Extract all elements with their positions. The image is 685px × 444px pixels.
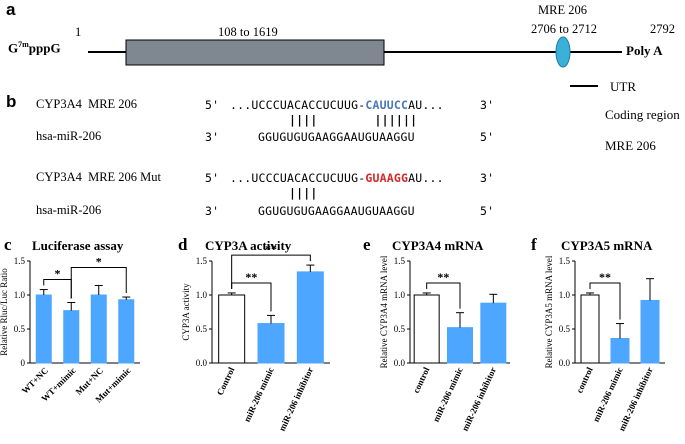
row-mir2-3end: 3': [205, 204, 220, 218]
y-tick-label: 0.5: [394, 324, 406, 334]
x-tick-label: control: [411, 365, 432, 394]
bar: [610, 338, 630, 364]
significance-label: *: [96, 255, 102, 269]
legend-coding-label: Coding region: [605, 107, 680, 122]
y-tick-label: 1.5: [196, 256, 208, 266]
x-tick-label: miR-206 mimic: [431, 366, 465, 424]
panel-e-label: e: [363, 235, 371, 254]
bar: [580, 294, 600, 364]
y-tick-label: 1.0: [14, 290, 26, 300]
x-tick-label: miR-206 inhibitor: [460, 366, 498, 433]
gene-map: [88, 36, 622, 87]
chart-title: CYP3A5 mRNA: [561, 238, 653, 253]
bar: [640, 299, 660, 364]
y-axis-label: Relative CYP3A5 mRNA level: [544, 255, 554, 368]
panel-a-label: a: [6, 0, 16, 19]
significance-label: **: [599, 270, 611, 284]
panel-c-label: c: [4, 235, 12, 254]
row-wt-5end: 5': [205, 98, 220, 112]
row-wt-name: CYP3A4 MRE 206: [36, 97, 138, 111]
bar: [413, 294, 440, 364]
significance-bracket: [589, 282, 621, 320]
row-mut-name: CYP3A4 MRE 206 Mut: [36, 170, 162, 184]
significance-bracket: [231, 254, 311, 289]
mre-name: MRE 206: [538, 3, 587, 17]
bar: [90, 294, 107, 364]
x-tick-label: miR-206 mimic: [242, 366, 276, 424]
poly-a-tail: Poly A: [626, 43, 663, 58]
bar: [447, 327, 473, 364]
significance-bracket: [70, 267, 127, 299]
position-end: 2792: [650, 22, 675, 36]
x-tick-label: control: [574, 365, 595, 394]
x-tick-label: Control: [215, 365, 237, 397]
chart-e: e CYP3A4 mRNA 0.0 0.5 1.0 1.5 Relative CYP3A4 …: [363, 235, 510, 433]
y-tick-label: 0.5: [14, 324, 26, 334]
y-axis-label: Relative CYP3A4 mRNA level: [379, 255, 389, 368]
legend-utr-label: UTR: [610, 79, 636, 94]
y-tick-label: 1.0: [394, 290, 406, 300]
y-tick-label: 1.5: [14, 256, 26, 266]
y-tick-label: 0.0: [559, 358, 571, 368]
bar: [63, 310, 80, 364]
pairing-lines-mut: ||||: [289, 186, 318, 200]
y-tick-label: 0.0: [394, 358, 406, 368]
y-tick-label: 0.5: [196, 324, 208, 334]
bar: [35, 294, 52, 364]
panel-b-label: b: [6, 92, 17, 111]
x-tick-label: miR-206 inhibitor: [277, 366, 315, 433]
y-tick-label: 1.5: [559, 256, 571, 266]
y-tick-label: 1.0: [559, 290, 571, 300]
significance-label: **: [265, 242, 277, 256]
bar: [296, 271, 324, 364]
five-prime-cap: G7mpppG: [8, 40, 61, 56]
row-mir-name: hsa-miR-206: [36, 129, 102, 143]
chart-title: CYP3A activity: [205, 238, 292, 253]
y-tick-label: 0.5: [559, 324, 571, 334]
panel-d-label: d: [178, 235, 188, 254]
significance-label: **: [245, 270, 257, 284]
row-mir-seq: GGUGUGUGAAGGAAUGUAAGGU: [258, 130, 415, 144]
chart-title: CYP3A4 mRNA: [392, 238, 484, 253]
position-start: 1: [75, 25, 82, 39]
row-mir2-seq: GGUGUGUGAAGGAAUGUAAGGU: [258, 204, 415, 218]
row-wt-3end: 3': [480, 98, 495, 112]
bar: [257, 323, 285, 364]
chart-c: c Luciferase assay 0 0.5 1.0 1.5 Relative Rluc…: [0, 235, 140, 405]
row-mir-5end: 5': [480, 130, 495, 144]
row-mir2-5end: 5': [480, 204, 495, 218]
bar: [118, 299, 135, 364]
significance-bracket: [426, 282, 461, 309]
chart-title: Luciferase assay: [32, 238, 124, 253]
bar: [218, 294, 246, 364]
chart-d: d CYP3A activity 0.0 0.5 1.0 1.5 CYP3A activit…: [178, 235, 330, 433]
chart-f: f CYP3A5 mRNA 0.0 0.5 1.0 1.5 Relative CYP3A5 …: [531, 235, 665, 433]
bar: [480, 302, 507, 364]
mre-range: 2706 to 2712: [531, 22, 597, 36]
y-axis-label: Relative Rluc/Luc Ratio: [0, 268, 9, 356]
row-wt-seq: ...UCCCUACACCUCUUG-CAUUCCAU...: [230, 98, 444, 112]
significance-label: **: [437, 270, 449, 284]
y-tick-label: 0.0: [196, 358, 208, 368]
row-mut-seq: ...UCCCUACACCUCUUG-GUAAGGAU...: [230, 171, 444, 185]
x-tick-label: miR-206 inhibitor: [616, 366, 654, 433]
coding-region-box: [125, 39, 385, 66]
y-tick-label: 1.0: [196, 290, 208, 300]
x-tick-label: miR-206 mimic: [591, 366, 625, 424]
y-tick-label: 1.5: [394, 256, 406, 266]
row-mut-5end: 5': [205, 171, 220, 185]
y-tick-label: 0: [21, 358, 26, 368]
legend-mre-label: MRE 206: [605, 138, 656, 153]
pairing-lines-wt: |||| ||||||: [289, 113, 418, 127]
row-mut-3end: 3': [480, 171, 495, 185]
significance-label: *: [55, 267, 61, 281]
panel-f-label: f: [531, 235, 537, 254]
y-axis-label: CYP3A activity: [181, 283, 191, 341]
row-mir2-name: hsa-miR-206: [36, 203, 102, 217]
row-mir-3end: 3': [205, 130, 220, 144]
mre-ellipse: [555, 36, 571, 68]
coding-range: 108 to 1619: [218, 25, 278, 39]
